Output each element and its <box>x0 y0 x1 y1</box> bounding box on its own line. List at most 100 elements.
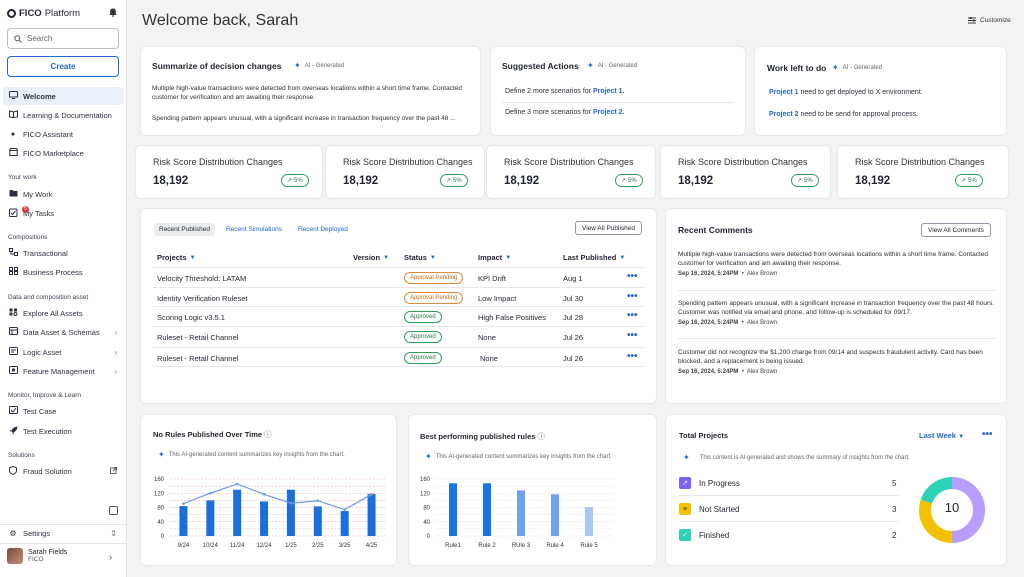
sidebar-item-assistant[interactable]: ✦ FICO Assistant <box>0 125 127 143</box>
user-org: FICO <box>28 556 44 563</box>
info-icon[interactable]: ⓘ <box>264 430 272 439</box>
donut-slice <box>919 477 985 543</box>
project-link[interactable]: Project 2 <box>769 111 799 118</box>
metric-card[interactable]: Risk Score Distribution Changes 18,192 ↗… <box>837 145 1009 199</box>
sidebar-item-fraud-solution[interactable]: Fraud Solution <box>0 462 127 480</box>
user-profile[interactable]: Sarah Fields FICO <box>7 548 67 564</box>
sidebar-item-label: Transactional <box>23 248 68 258</box>
column-header-projects[interactable]: Projects ▼ <box>157 253 196 262</box>
ai-generated-tag: ✦ AI - Generated <box>587 61 637 70</box>
more-options-icon[interactable]: ••• <box>982 429 993 440</box>
metric-card[interactable]: Risk Score Distribution Changes 18,192 ↗… <box>486 145 656 199</box>
project-name[interactable]: Scoring Logic v3.5.1 <box>157 313 225 322</box>
column-label: Impact <box>478 253 503 262</box>
feature-icon <box>8 366 18 376</box>
suggested-action-item[interactable]: Define 2 more scenarios for Project 1. <box>505 87 624 96</box>
comment-author[interactable]: Alex Brown <box>746 320 778 326</box>
sidebar-item-feature-management[interactable]: Feature Management › <box>0 362 127 380</box>
section-solutions: Solutions <box>8 452 35 459</box>
sidebar-item-test-case[interactable]: Test Case <box>0 402 127 420</box>
table-row[interactable]: Ruleset - Retail Channel Approved None J… <box>153 347 645 367</box>
sidebar-item-marketplace[interactable]: FICO Marketplace <box>0 144 127 162</box>
tab-recent-deployed[interactable]: Recent Deployed <box>297 226 348 233</box>
customize-button[interactable]: Customize <box>968 17 1011 24</box>
project-status-row[interactable]: ≡ Not Started 3 <box>679 503 899 517</box>
column-header-last-published[interactable]: Last Published ▼ <box>563 253 625 262</box>
project-link[interactable]: Project 1. <box>592 88 625 95</box>
column-header-status[interactable]: Status ▼ <box>404 253 436 262</box>
summary-card <box>140 46 481 136</box>
sidebar-item-label: Fraud Solution <box>23 466 72 476</box>
comment-date: Sep 16, 2024, 5:24PM <box>678 271 739 277</box>
project-name[interactable]: Ruleset - Retail Channel <box>157 333 239 342</box>
metric-value: 18,192 <box>504 175 540 187</box>
metric-card[interactable]: Risk Score Distribution Changes 18,192 ↗… <box>135 145 323 199</box>
collapse-sidebar-icon[interactable] <box>109 506 118 515</box>
create-button[interactable]: Create <box>7 56 119 77</box>
column-header-version[interactable]: Version ▼ <box>353 253 389 262</box>
sidebar-item-my-work[interactable]: My Work <box>0 185 127 203</box>
status-badge: Approved <box>404 311 442 323</box>
project-status-row[interactable]: ✓ Finished 2 <box>679 529 899 543</box>
project-link[interactable]: Project 1 <box>769 89 799 96</box>
sidebar-item-learning[interactable]: Learning & Documentation <box>0 106 127 124</box>
change-value: 5% <box>628 177 637 184</box>
table-row[interactable]: Scoring Logic v3.5.1 Approved High False… <box>153 306 645 326</box>
fico-logo[interactable]: FICO Platform <box>7 8 80 19</box>
work-left-item[interactable]: Project 2 need to be send for approval p… <box>769 110 918 119</box>
logic-icon <box>8 347 18 357</box>
sort-caret-icon: ▼ <box>383 254 390 261</box>
sidebar-item-business-process[interactable]: Business Process <box>0 263 127 281</box>
sidebar-item-explore-assets[interactable]: Explore All Assets <box>0 304 127 322</box>
more-options-icon[interactable]: ••• <box>627 351 638 362</box>
chart2-title-text: Best performing published rules <box>420 432 536 441</box>
comment-body: Customer did not recognize the $1,200 ch… <box>678 349 983 365</box>
project-link[interactable]: Project 2. <box>592 109 625 116</box>
table-row[interactable]: Ruleset - Retail Channel Approved None J… <box>153 326 645 346</box>
project-name[interactable]: Identity Verification Ruleset <box>157 294 248 303</box>
comment-item: Customer did not recognize the $1,200 ch… <box>678 348 996 375</box>
more-options-icon[interactable]: ••• <box>627 271 638 282</box>
sidebar-item-data-asset[interactable]: Data Asset & Schemas › <box>0 323 127 341</box>
avatar <box>7 548 23 564</box>
column-header-impact[interactable]: Impact ▼ <box>478 253 511 262</box>
suggested-action-item[interactable]: Define 3 more scenarios for Project 2. <box>505 108 624 117</box>
project-name[interactable]: Velocity Threshold: LATAM <box>157 274 247 283</box>
info-icon[interactable]: ⓘ <box>537 432 546 441</box>
period-dropdown[interactable]: Last Week ▼ <box>919 431 964 440</box>
project-name[interactable]: Ruleset - Retail Channel <box>157 354 239 363</box>
table-row[interactable]: Identity Verification Ruleset Approval P… <box>153 287 645 307</box>
metric-card[interactable]: Risk Score Distribution Changes 18,192 ↗… <box>325 145 485 199</box>
work-left-item[interactable]: Project 1 need to get deployed to X envi… <box>769 88 923 97</box>
sidebar-item-welcome[interactable]: Welcome <box>3 87 123 105</box>
table-row[interactable]: Velocity Threshold: LATAM Approval Pendi… <box>153 267 645 287</box>
bell-icon[interactable] <box>109 8 117 19</box>
view-all-published-button[interactable]: View All Published <box>575 221 642 235</box>
ai-note-text: This AI-generated content summarizes key… <box>168 451 345 458</box>
x-tick-label: 9/24 <box>178 543 190 549</box>
tab-recent-simulations[interactable]: Recent Simulations <box>225 226 282 233</box>
search-input[interactable]: Search <box>7 28 119 49</box>
change-value: 5% <box>294 177 303 184</box>
sidebar-item-my-tasks[interactable]: 5 My Tasks <box>0 204 127 222</box>
sidebar-item-test-execution[interactable]: Test Execution <box>0 422 127 440</box>
comment-meta: Sep 16, 2024, 5:24PM • Alex Brown <box>678 271 778 277</box>
more-options-icon[interactable]: ••• <box>627 310 638 321</box>
comment-author[interactable]: Alex Brown <box>746 369 778 375</box>
chart1-title-text: No Rules Published Over Time <box>153 430 263 439</box>
sidebar-item-transactional[interactable]: Transactional <box>0 244 127 262</box>
more-options-icon[interactable]: ••• <box>627 330 638 341</box>
metric-value: 18,192 <box>855 175 891 187</box>
sidebar-item-logic-asset[interactable]: Logic Asset › <box>0 343 127 361</box>
project-status-row[interactable]: ↗ In Progress 5 <box>679 477 899 491</box>
shield-icon <box>8 465 18 477</box>
view-all-comments-button[interactable]: View All Comments <box>921 223 991 237</box>
comment-author[interactable]: Alex Brown <box>746 271 778 277</box>
project-status-label: Not Started <box>699 505 740 514</box>
chevron-right-icon[interactable]: › <box>109 552 112 562</box>
more-options-icon[interactable]: ••• <box>627 291 638 302</box>
chevron-down-icon: ▼ <box>958 434 965 440</box>
settings-menu[interactable]: ⚙ Settings ⇕ <box>0 524 127 542</box>
tab-recent-published[interactable]: Recent Published <box>154 223 215 236</box>
metric-card[interactable]: Risk Score Distribution Changes 18,192 ↗… <box>660 145 831 199</box>
